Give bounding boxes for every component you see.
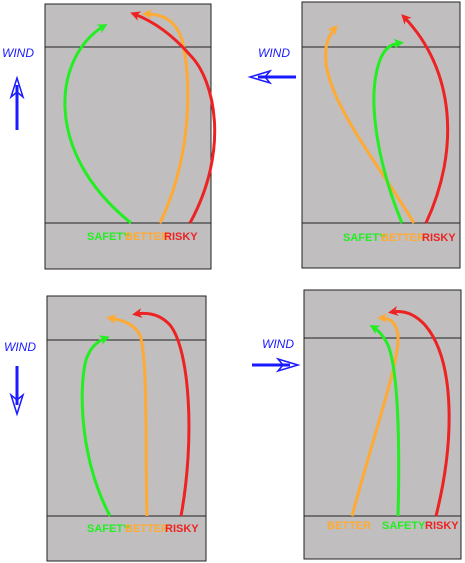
better-path — [350, 313, 400, 517]
safety-label: SAFETY — [87, 523, 131, 535]
risky-path — [132, 308, 191, 517]
wind-label: WIND — [262, 337, 294, 351]
wind-arrow-up-icon — [9, 75, 25, 130]
safety-path — [80, 335, 112, 517]
wind-arrow-right-icon — [252, 357, 301, 373]
panel-bottom-right: BETTER SAFETY RISKY WIND — [252, 289, 462, 560]
safety-label: SAFETY — [87, 231, 131, 243]
wind-label: WIND — [2, 46, 34, 60]
better-label: BETTER — [327, 520, 371, 532]
better-path — [142, 9, 190, 224]
better-label: BETTER — [125, 523, 169, 535]
risky-label: RISKY — [164, 231, 198, 243]
safety-label: SAFETY — [382, 520, 426, 532]
field — [303, 289, 462, 560]
risky-path — [130, 11, 217, 224]
wind-label: WIND — [258, 46, 290, 60]
risky-path — [388, 306, 451, 517]
risky-label: RISKY — [422, 232, 456, 244]
risky-label: RISKY — [425, 520, 459, 532]
panel-bottom-left: SAFETY BETTER RISKY WIND — [4, 295, 207, 562]
wind-arrow-left-icon — [247, 69, 296, 85]
field — [46, 295, 207, 562]
safety-path — [372, 38, 404, 224]
safety-path — [369, 324, 401, 517]
safety-label: SAFETY — [343, 232, 387, 244]
field — [301, 1, 461, 269]
safety-path — [63, 23, 132, 225]
risky-label: RISKY — [165, 523, 199, 535]
better-label: BETTER — [381, 232, 425, 244]
wind-arrow-down-icon — [9, 366, 25, 417]
wind-label: WIND — [4, 340, 36, 354]
better-path — [324, 24, 416, 224]
better-path — [106, 314, 149, 517]
better-label: BETTER — [125, 231, 169, 243]
panel-top-right: SAFETY BETTER RISKY WIND — [247, 1, 461, 269]
risky-path — [401, 14, 450, 224]
panel-top-left: SAFETY BETTER RISKY WIND — [2, 3, 217, 270]
